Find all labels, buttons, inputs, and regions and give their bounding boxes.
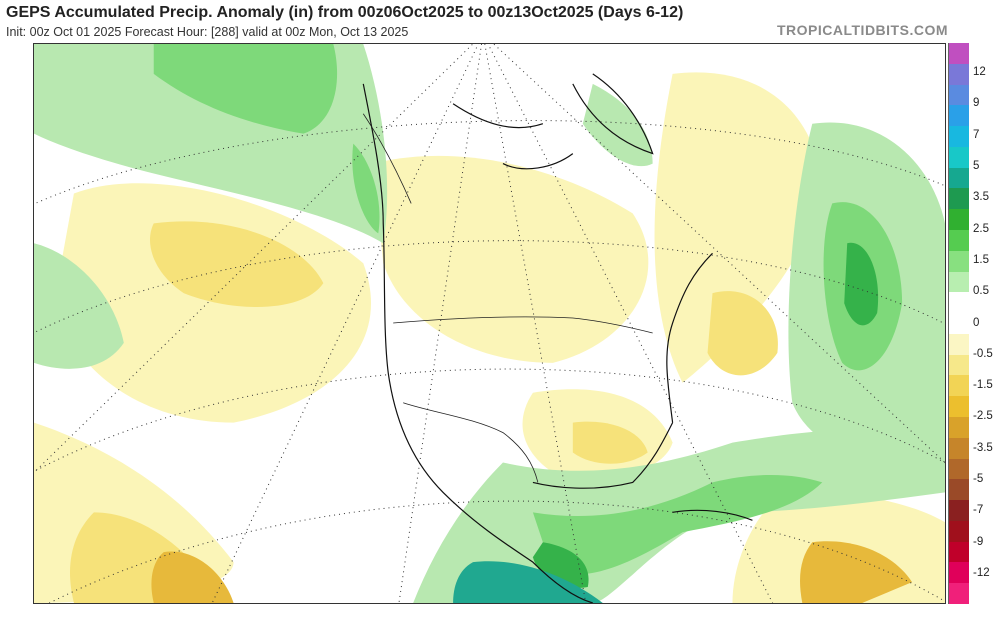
legend-swatch [948, 354, 969, 376]
legend-swatch [948, 417, 969, 438]
legend-swatch [948, 271, 969, 293]
legend-swatch [948, 520, 969, 542]
border-alaska-canada [362, 113, 412, 204]
dry-strong-south-pacific [151, 551, 234, 603]
legend-swatch [948, 230, 969, 251]
legend-swatch [948, 562, 969, 584]
legend-swatch [948, 43, 969, 64]
wet-anomaly-heavy [453, 561, 603, 603]
coastline-arctic-islands [452, 103, 574, 170]
coastline-greenland [572, 73, 654, 155]
map-title: GEPS Accumulated Precip. Anomaly (in) fr… [6, 4, 684, 21]
dry-moderate-southeast [572, 421, 648, 464]
legend-label: 0.5 [973, 285, 989, 298]
legend-swatch [948, 396, 969, 418]
legend-swatch [948, 375, 969, 397]
precip-anomaly-map[interactable] [33, 43, 946, 604]
border-us-mexico [403, 402, 539, 483]
wet-field-west-pacific [34, 243, 124, 369]
legend-swatch [948, 167, 969, 189]
legend-swatch [948, 84, 969, 106]
dry-anomaly-strong [151, 541, 913, 603]
coastline-cuba [672, 509, 753, 521]
dry-moderate-pacific [149, 221, 324, 307]
dry-field-canada [373, 155, 649, 363]
borders [362, 113, 653, 483]
legend-swatch [948, 63, 969, 85]
brand-watermark[interactable]: TROPICALTIDBITS.COM [776, 22, 948, 38]
legend-label: 5 [973, 159, 980, 172]
legend-swatch [948, 333, 969, 355]
legend-label: -1.5 [973, 379, 993, 392]
longitude-line [487, 44, 774, 603]
dry-strong-caribbean [800, 541, 913, 603]
legend-swatch [948, 583, 969, 605]
legend-label: -3.5 [973, 441, 993, 454]
legend-label: 3.5 [973, 191, 989, 204]
wet-moderate-coast [352, 143, 380, 234]
legend-label: 0 [973, 316, 980, 329]
legend-label: 9 [973, 97, 980, 110]
wet-strong-atlantic [844, 242, 879, 326]
legend-swatch [948, 146, 969, 168]
wet-moderate-gulf [532, 474, 823, 575]
legend-label: -2.5 [973, 410, 993, 423]
wet-moderate-alaska [153, 44, 338, 134]
border-canada-us [393, 316, 653, 334]
legend-label: -7 [973, 504, 984, 517]
legend-swatch [948, 541, 969, 563]
legend-label: -0.5 [973, 347, 993, 360]
legend-swatch [948, 209, 969, 231]
latitude-line [48, 500, 945, 603]
legend-label: -9 [973, 535, 984, 548]
legend-swatch [948, 479, 969, 501]
legend-label: 1.5 [973, 253, 989, 266]
legend-label: -12 [973, 567, 990, 579]
legend-label: 2.5 [973, 222, 989, 235]
coastlines [362, 73, 753, 603]
map-canvas [34, 44, 945, 603]
legend-label: -5 [973, 473, 984, 486]
wet-field-greenland [582, 83, 653, 167]
legend-swatch [948, 188, 969, 210]
map-subtitle: Init: 00z Oct 01 2025 Forecast Hour: [28… [6, 25, 409, 39]
legend-swatch [948, 458, 969, 480]
legend-label: 12 [973, 66, 986, 78]
dry-field-atlantic [654, 72, 823, 383]
coastline-east [666, 252, 713, 423]
legend-swatch [948, 250, 969, 272]
dry-moderate-atlantic [707, 291, 778, 376]
wet-heavy-pacific-mexico [453, 561, 603, 603]
coastline-gulf [532, 422, 674, 489]
legend-colorbar [948, 43, 970, 605]
legend-swatch [948, 292, 969, 314]
graticule [34, 44, 945, 603]
legend-label: 7 [973, 128, 980, 141]
latitude-line [34, 120, 945, 205]
legend-swatch [948, 313, 969, 335]
longitude-line [493, 44, 945, 463]
dry-field-pacific [53, 183, 372, 423]
legend-swatch [948, 500, 969, 522]
coastline-north-america [362, 83, 593, 603]
legend-swatch [948, 437, 969, 459]
legend-swatch [948, 126, 969, 148]
legend-swatch [948, 105, 969, 127]
